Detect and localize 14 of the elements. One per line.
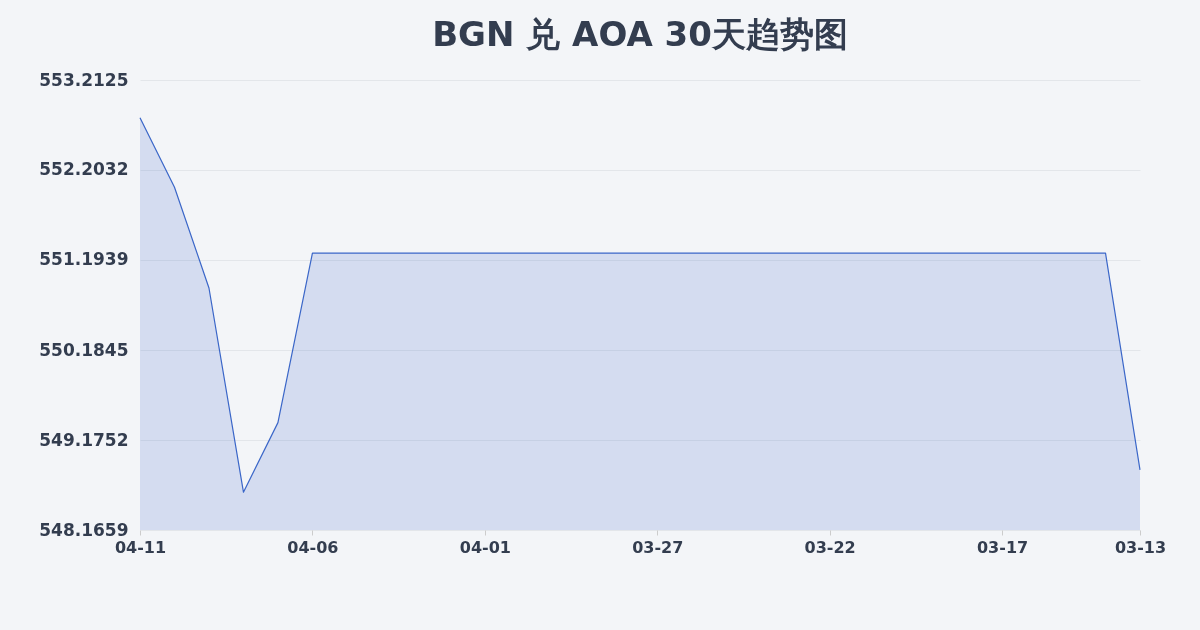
y-tick-label: 550.1845 [39,339,129,360]
x-tick-label: 04-06 [287,537,339,557]
x-tick-label: 03-17 [976,537,1029,557]
y-tick-label: 549.1752 [39,429,129,450]
x-tick-label: 04-11 [114,537,167,557]
y-tick-label: 551.1939 [39,249,129,270]
y-tick-label: 548.1659 [39,519,129,540]
x-tick-label: 03-22 [804,537,856,557]
chart-title: BGN 兑 AOA 30天趋势图 [432,14,848,54]
x-tick-label: 03-27 [632,537,684,557]
y-tick-label: 552.2032 [39,159,129,180]
y-tick-label: 553.2125 [39,69,129,90]
x-tick-label: 04-01 [459,537,511,557]
x-tick-label: 03-13 [1114,537,1167,557]
